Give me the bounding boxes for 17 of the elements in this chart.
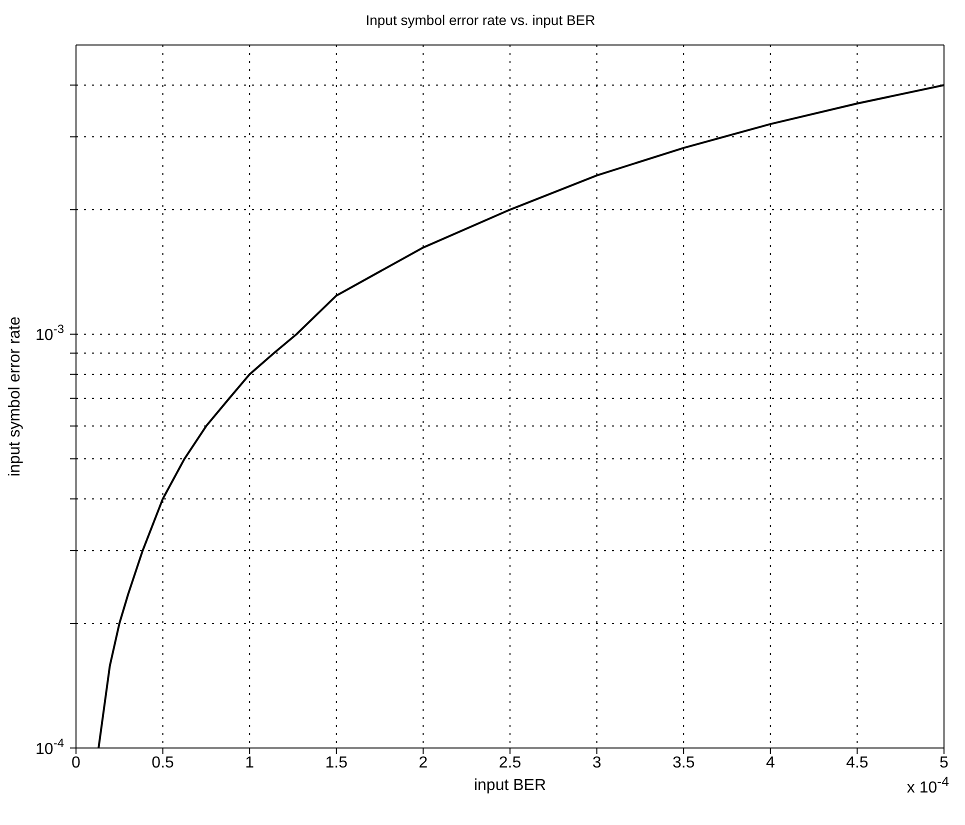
y-tick-label: 10$^{-4}$ (36, 736, 64, 758)
y-axis-title: input symbol error rate (6, 316, 24, 477)
x-tick-label: 2.5 (498, 754, 522, 772)
x-tick-label: 0.5 (152, 754, 174, 772)
x-tick-label: 3 (592, 754, 602, 772)
x-tick-label: 1.5 (325, 754, 348, 772)
x-tick-label: 5 (940, 754, 949, 772)
x-tick-label: 1 (245, 754, 254, 772)
x-tick-label: 0 (72, 754, 81, 772)
text: x 10$^{-4}$ (906, 774, 949, 798)
chart-title: Input symbol error rate vs. input BER (364, 11, 596, 30)
y-tick-label: 10$^{-3}$ (36, 322, 64, 344)
x-tick-label: 4.5 (846, 754, 868, 772)
x-axis-title: input BER (474, 777, 546, 794)
x-tick-label: 3.5 (672, 754, 695, 772)
x-tick-label: 2 (418, 754, 428, 772)
x-tick-label: 4 (766, 754, 775, 772)
